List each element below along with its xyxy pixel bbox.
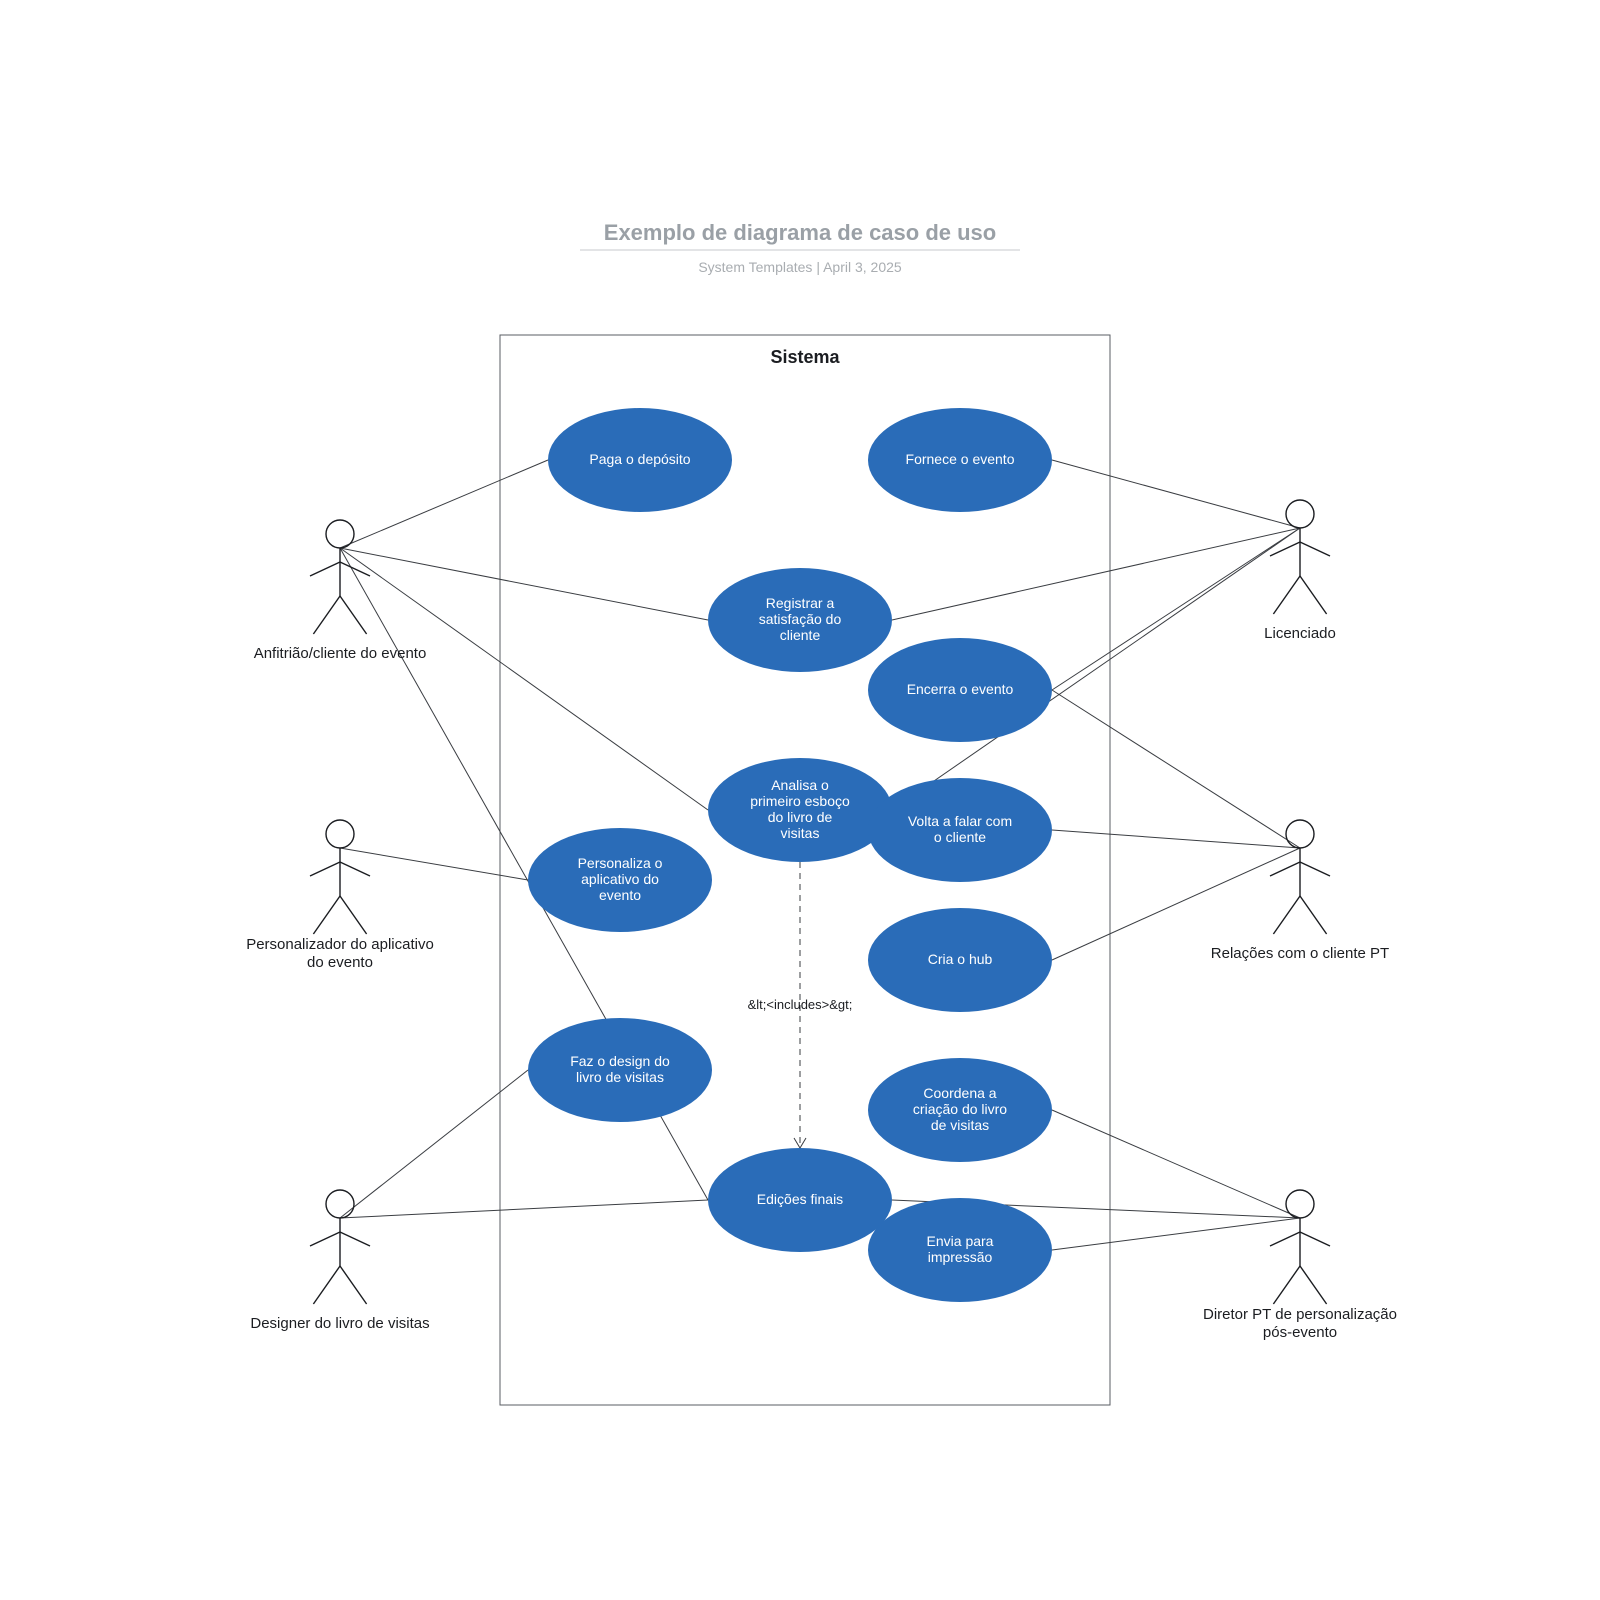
actor-director: Diretor PT de personalizaçãopós-evento [1203,1190,1397,1341]
svg-text:do livro de: do livro de [768,809,833,825]
svg-text:Faz o design do: Faz o design do [570,1053,670,1069]
actor-label-host: Anfitrião/cliente do evento [254,645,427,662]
usecase-label-hub: Cria o hub [928,951,993,967]
actor-label-licensee: Licenciado [1264,625,1336,642]
svg-text:Personalizador do aplicativo: Personalizador do aplicativo [246,936,434,953]
actor-designer: Designer do livro de visitas [250,1190,429,1332]
usecase-design: Faz o design dolivro de visitas [528,1018,712,1122]
include-label: &lt;<includes>&gt; [748,997,853,1012]
edge [340,460,548,548]
actor-label-designer: Designer do livro de visitas [250,1315,429,1332]
edge [1052,690,1300,848]
usecase-review: Analisa oprimeiro esboçodo livro devisit… [708,758,892,862]
edge [340,548,708,620]
edge [1052,830,1300,848]
svg-text:Personaliza o: Personaliza o [578,855,663,871]
svg-text:Fornece o evento: Fornece o evento [906,451,1015,467]
svg-text:Encerra o evento: Encerra o evento [907,681,1014,697]
actor-label-relations: Relações com o cliente PT [1211,945,1389,962]
svg-text:visitas: visitas [781,825,820,841]
svg-text:cliente: cliente [780,627,821,643]
edge [1052,848,1300,960]
svg-text:Coordena a: Coordena a [923,1085,996,1101]
diagram-subtitle: System Templates | April 3, 2025 [698,259,902,275]
svg-text:primeiro esboço: primeiro esboço [750,793,850,809]
usecase-label-provide: Fornece o evento [906,451,1015,467]
usecase-label-final: Edições finais [757,1191,843,1207]
svg-text:Relações com o cliente PT: Relações com o cliente PT [1211,945,1389,962]
svg-text:Volta a falar com: Volta a falar com [908,813,1012,829]
svg-text:Analisa o: Analisa o [771,777,829,793]
usecase-label-deposit: Paga o depósito [589,451,690,467]
svg-text:Diretor PT de personalização: Diretor PT de personalização [1203,1306,1397,1323]
svg-text:impressão: impressão [928,1249,993,1265]
usecase-followup: Volta a falar como cliente [868,778,1052,882]
svg-text:Anfitrião/cliente do evento: Anfitrião/cliente do evento [254,645,427,662]
edge [892,528,1300,620]
usecase-hub: Cria o hub [868,908,1052,1012]
usecase-layer: Paga o depósito Fornece o evento Registrar… [528,408,1052,1302]
usecase-label-close: Encerra o evento [907,681,1014,697]
svg-text:aplicativo do: aplicativo do [581,871,659,887]
svg-text:do evento: do evento [307,954,373,971]
usecase-label-design: Faz o design dolivro de visitas [570,1053,670,1085]
svg-text:de visitas: de visitas [931,1117,989,1133]
usecase-deposit: Paga o depósito [548,408,732,512]
edge [340,1200,708,1218]
svg-text:Licenciado: Licenciado [1264,625,1336,642]
svg-text:evento: evento [599,887,641,903]
svg-text:livro de visitas: livro de visitas [576,1069,664,1085]
svg-text:Cria o hub: Cria o hub [928,951,993,967]
svg-text:Envia para: Envia para [927,1233,994,1249]
svg-text:satisfação do: satisfação do [759,611,842,627]
usecase-coord: Coordena acriação do livrode visitas [868,1058,1052,1162]
usecase-provide: Fornece o evento [868,408,1052,512]
diagram-title: Exemplo de diagrama de caso de uso [604,220,996,245]
actor-label-customizer: Personalizador do aplicativodo evento [246,936,434,971]
edge [1052,1218,1300,1250]
usecase-satisfaction: Registrar asatisfação docliente [708,568,892,672]
edge [1052,528,1300,690]
usecase-print: Envia paraimpressão [868,1198,1052,1302]
usecase-final: Edições finais [708,1148,892,1252]
svg-text:o cliente: o cliente [934,829,986,845]
svg-text:Registrar a: Registrar a [766,595,835,611]
actor-relations: Relações com o cliente PT [1211,820,1389,962]
actor-label-director: Diretor PT de personalizaçãopós-evento [1203,1306,1397,1341]
edge [340,548,708,810]
usecase-close: Encerra o evento [868,638,1052,742]
svg-text:Paga o depósito: Paga o depósito [589,451,690,467]
svg-text:Designer do livro de visitas: Designer do livro de visitas [250,1315,429,1332]
actor-customizer: Personalizador do aplicativodo evento [246,820,434,971]
svg-text:criação do livro: criação do livro [913,1101,1007,1117]
system-label: Sistema [770,347,840,367]
edge [1052,1110,1300,1218]
edge [1052,460,1300,528]
usecase-customize: Personaliza oaplicativo doevento [528,828,712,932]
usecase-label-print: Envia paraimpressão [927,1233,994,1265]
svg-text:pós-evento: pós-evento [1263,1324,1337,1341]
svg-text:Edições finais: Edições finais [757,1191,843,1207]
